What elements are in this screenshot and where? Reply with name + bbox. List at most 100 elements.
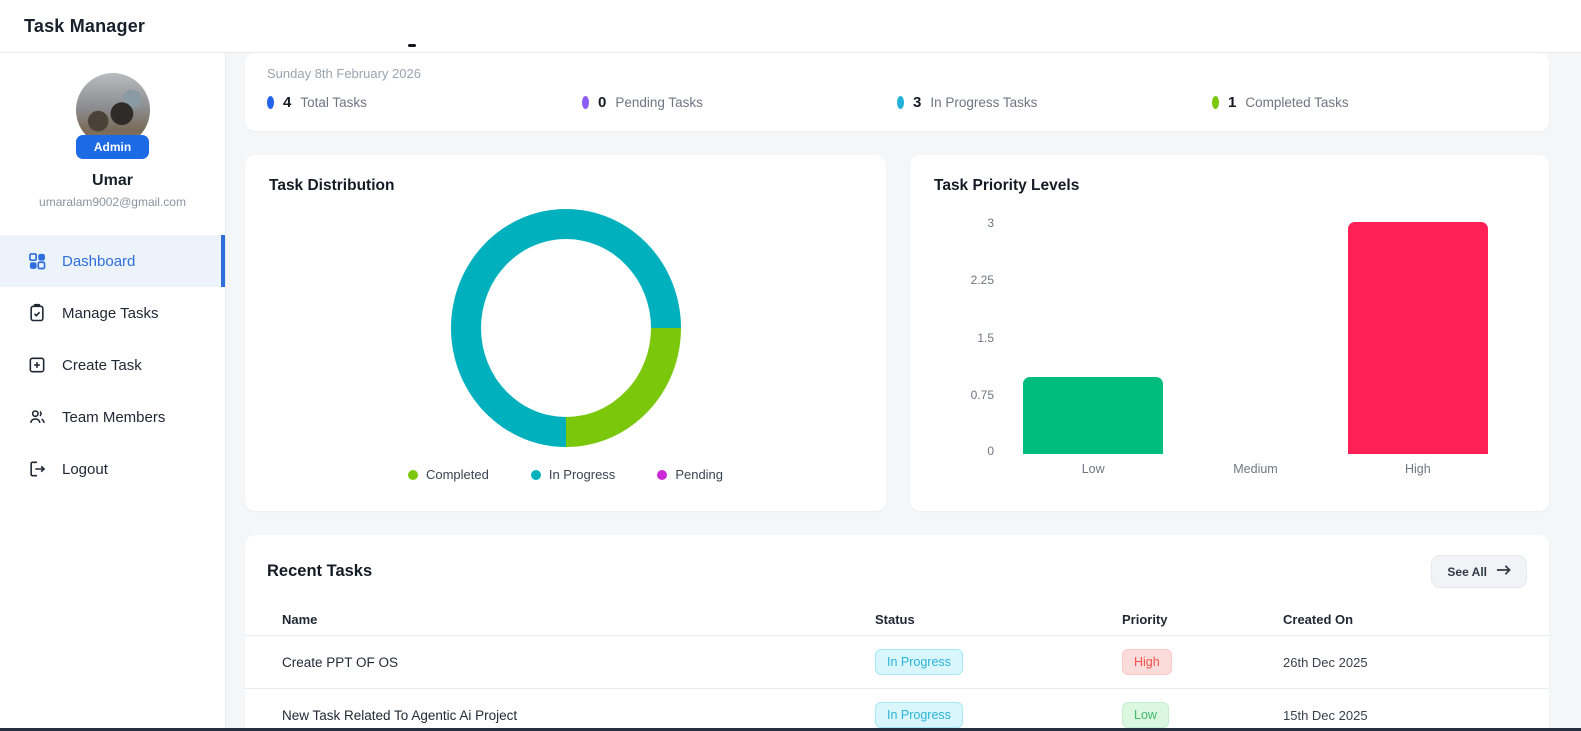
user-name: Umar [92,172,133,189]
stat-pending-tasks: 0 Pending Tasks [582,94,897,111]
see-all-label: See All [1447,564,1487,579]
y-axis-tick: 2.25 [970,273,994,287]
created-date: 15th Dec 2025 [1283,707,1368,723]
summary-card: Sunday 8th February 2026 4 Total Tasks 0… [245,53,1549,131]
sidebar-item-label: Manage Tasks [62,304,159,322]
user-email: umaralam9002@gmail.com [39,195,186,209]
bar[interactable] [1347,222,1488,454]
legend-dot [657,469,668,480]
sidebar-item-dashboard[interactable]: Dashboard [0,235,225,287]
legend-item-completed[interactable]: Completed [407,467,489,482]
topbar: Task Manager [0,0,1581,53]
stat-completed-tasks: 1 Completed Tasks [1212,94,1527,111]
avatar[interactable] [75,73,150,147]
priority-badge: High [1122,649,1172,675]
main-content: Sunday 8th February 2026 4 Total Tasks 0… [226,53,1581,731]
recent-tasks-card: Recent Tasks See All Name Status Priorit… [245,535,1549,731]
priority-badge: Low [1122,702,1169,728]
square-plus-icon [26,355,47,376]
sidebar-item-create-task[interactable]: Create Task [0,339,225,391]
task-priority-card: Task Priority Levels 3 2.25 1.5 0.75 0 L… [910,155,1549,511]
bar-slot-high [1337,211,1499,454]
x-axis-label: Medium [1233,462,1278,476]
bar-chart: 3 2.25 1.5 0.75 0 [934,211,1525,458]
bar-slot-low [1012,211,1174,454]
recent-tasks-header: Recent Tasks See All [245,555,1549,588]
sidebar-item-logout[interactable]: Logout [0,443,225,495]
stats-row: 4 Total Tasks 0 Pending Tasks 3 In Progr… [267,94,1527,111]
stat-dot [267,96,274,109]
grid-icon [26,251,47,272]
created-date: 26th Dec 2025 [1283,654,1368,670]
arrow-right-icon [1496,564,1511,579]
legend-item-pending[interactable]: Pending [657,467,723,482]
stat-label: In Progress Tasks [930,95,1038,110]
stat-value: 1 [1228,94,1237,111]
x-axis-label: High [1404,462,1431,476]
sidebar-item-label: Create Task [62,356,142,374]
stat-dot [582,96,589,109]
status-badge: In Progress [875,649,963,675]
legend-item-inprogress[interactable]: In Progress [530,467,616,482]
task-name: Create PPT OF OS [282,654,399,670]
sidebar-nav: Dashboard Manage Tasks [0,235,225,495]
stat-value: 3 [913,94,922,111]
table-row[interactable]: Create PPT OF OS In Progress High 26th D… [245,636,1549,689]
recent-tasks-title: Recent Tasks [267,562,373,580]
stat-value: 4 [283,94,292,111]
sidebar-item-label: Logout [62,460,108,478]
legend-label: Completed [425,467,489,482]
charts-row: Task Distribution Completed In Progress [245,155,1549,511]
date-text: Sunday 8th February 2026 [267,66,421,81]
see-all-button[interactable]: See All [1431,555,1527,588]
column-header-created: Created On [1283,612,1354,627]
stat-total-tasks: 4 Total Tasks [267,94,582,111]
sidebar: Admin Umar umaralam9002@gmail.com Dashbo… [0,53,226,731]
chart-title: Task Distribution [269,177,395,194]
bar-slot-medium [1174,211,1336,454]
y-axis-tick: 0.75 [970,388,994,402]
stat-label: Total Tasks [300,95,367,110]
app-title: Task Manager [24,15,146,36]
status-badge: In Progress [875,702,963,728]
sidebar-item-manage-tasks[interactable]: Manage Tasks [0,287,225,339]
window-bottom-edge [0,728,1581,731]
donut-hole [480,239,651,417]
x-axis-label: Low [1081,462,1105,476]
stat-dot [897,96,904,109]
clipboard-check-icon [26,303,47,324]
table-row[interactable]: New Task Related To Agentic Ai Project I… [245,689,1549,731]
stat-inprogress-tasks: 3 In Progress Tasks [897,94,1212,111]
legend-label: Pending [675,467,724,482]
users-icon [26,407,47,428]
chart-title: Task Priority Levels [934,177,1080,194]
x-axis-labels: Low Medium High [1012,462,1499,476]
sidebar-item-label: Team Members [62,408,166,426]
stat-label: Pending Tasks [615,95,703,110]
stat-value: 0 [598,94,607,111]
column-header-priority: Priority [1122,612,1168,627]
clipped-text-artifact [408,44,416,47]
legend-dot [530,469,541,480]
bar[interactable] [1023,377,1164,454]
sidebar-item-team-members[interactable]: Team Members [0,391,225,443]
table-header-row: Name Status Priority Created On [245,604,1549,636]
role-badge: Admin [75,135,150,159]
y-axis-tick: 3 [987,216,994,230]
legend-label: In Progress [548,467,616,482]
logout-icon [26,459,47,480]
task-name: New Task Related To Agentic Ai Project [282,707,518,723]
sidebar-item-label: Dashboard [62,252,136,270]
column-header-name: Name [282,612,318,627]
donut-chart-wrap [450,209,681,447]
column-header-status: Status [875,612,915,627]
y-axis-tick: 0 [987,444,994,458]
bars [1012,211,1499,454]
task-table: Name Status Priority Created On Create P… [245,604,1549,731]
legend-dot [407,469,418,480]
y-axis-tick: 1.5 [977,331,994,345]
task-distribution-card: Task Distribution Completed In Progress [245,155,886,511]
stat-label: Completed Tasks [1245,95,1349,110]
donut-legend: Completed In Progress Pending [269,467,862,482]
